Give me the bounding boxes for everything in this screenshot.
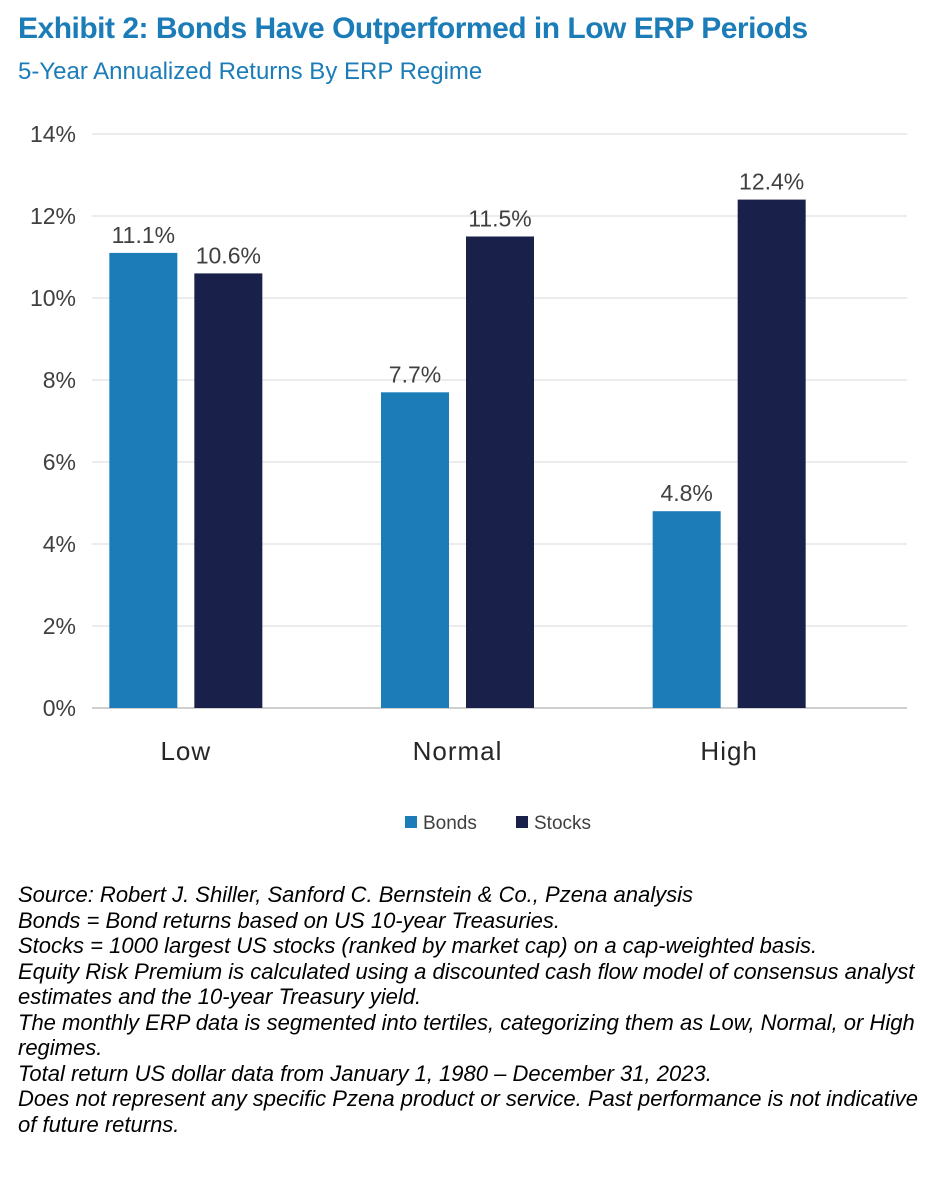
bar-stocks-low <box>194 273 263 708</box>
y-tick-label: 12% <box>30 203 76 229</box>
chart-subtitle: 5-Year Annualized Returns By ERP Regime <box>18 58 483 85</box>
data-label: 12.4% <box>739 169 804 195</box>
legend-swatch <box>516 816 528 828</box>
x-tick-label: Normal <box>413 736 503 766</box>
y-tick-label: 0% <box>43 695 76 721</box>
footnotes: Source: Robert J. Shiller, Sanford C. Be… <box>18 882 928 1137</box>
data-label: 7.7% <box>389 361 441 387</box>
footnote-disclaimer: Does not represent any specific Pzena pr… <box>18 1086 919 1137</box>
bar-stocks-high <box>737 199 806 708</box>
footnote-erp: Equity Risk Premium is calculated using … <box>18 958 915 1010</box>
data-label: 11.1% <box>112 222 176 248</box>
bar-stocks-normal <box>466 236 534 708</box>
legend-swatch <box>405 816 417 828</box>
data-label: 11.5% <box>468 206 532 232</box>
x-tick-label: High <box>700 736 757 766</box>
y-tick-label: 10% <box>30 285 76 311</box>
y-tick-label: 14% <box>30 121 76 147</box>
y-tick-label: 4% <box>43 531 76 557</box>
legend-label: Stocks <box>534 813 591 834</box>
y-tick-label: 8% <box>43 367 76 393</box>
data-label: 4.8% <box>660 480 712 506</box>
footnote-source: Source: Robert J. Shiller, Sanford C. Be… <box>18 882 693 907</box>
footnote-stocks: Stocks = 1000 largest US stocks (ranked … <box>18 933 818 958</box>
legend-label: Bonds <box>423 813 477 834</box>
chart-title: Exhibit 2: Bonds Have Outperformed in Lo… <box>18 12 808 45</box>
bar-bonds-normal <box>381 392 449 708</box>
bar-bonds-high <box>652 511 721 708</box>
data-label: 10.6% <box>196 242 261 268</box>
bar-chart: 0% 2% 4% 6% 8% 10% 12% 14% 11.1% 10.6% Low 7.7% 11.5… <box>30 121 907 834</box>
y-tick-label: 2% <box>43 613 76 639</box>
x-tick-label: Low <box>160 736 211 766</box>
footnote-tertiles: The monthly ERP data is segmented into t… <box>18 1009 915 1061</box>
footnote-bonds: Bonds = Bond returns based on US 10-year… <box>18 907 560 933</box>
y-tick-label: 6% <box>43 449 76 475</box>
footnote-period: Total return US dollar data from January… <box>18 1060 712 1086</box>
bar-bonds-low <box>109 252 178 708</box>
